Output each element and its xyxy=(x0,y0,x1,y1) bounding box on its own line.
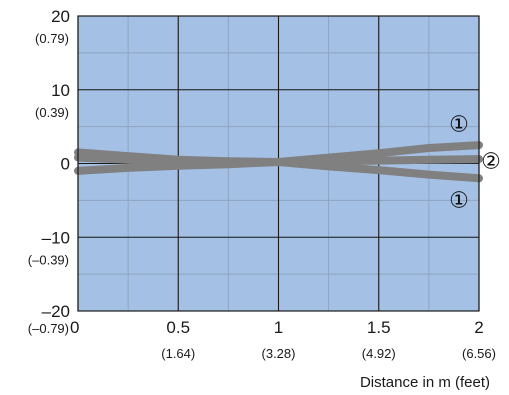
y-tick-label: 0 xyxy=(61,155,70,174)
curve-marker-2: ② xyxy=(481,150,501,175)
x-tick-sublabel: (6.56) xyxy=(462,346,496,361)
y-tick-label: 20 xyxy=(51,7,70,26)
x-tick-label: 1.5 xyxy=(367,318,391,337)
y-tick-label: 10 xyxy=(51,81,70,100)
curve-marker-3: ① xyxy=(449,189,469,214)
curve-marker-1: ① xyxy=(449,113,469,138)
y-tick-label: –20 xyxy=(42,302,70,321)
y-tick-label: –10 xyxy=(42,228,70,247)
x-tick-sublabel: (4.92) xyxy=(362,346,396,361)
x-tick-label: 1 xyxy=(274,318,283,337)
x-tick-label: 0.5 xyxy=(166,318,190,337)
y-axis-ticks: 20 (0.79) 10 (0.39) 0 –10 (–0.39) –20 xyxy=(28,7,70,321)
curve-markers: ①②① xyxy=(449,113,501,214)
y-tick-sublabel: (0.39) xyxy=(35,105,69,120)
x-tick-label: 0 xyxy=(70,318,79,337)
series-line-3 xyxy=(74,158,483,183)
series-layer xyxy=(74,141,483,183)
x-axis-sub-zero-label: (–0.79) xyxy=(28,321,69,336)
x-tick-sublabel: (1.64) xyxy=(161,346,195,361)
y-tick-sublabel: (–0.39) xyxy=(28,252,69,267)
x-tick-label: 2 xyxy=(474,318,483,337)
x-axis-ticks: 0 0.5 (1.64) 1 (3.28) 1.5 (4.92) 2 (6.56) xyxy=(70,318,496,361)
plot-frame xyxy=(77,15,480,312)
y-tick-sublabel: (0.79) xyxy=(35,31,69,46)
x-tick-sublabel: (3.28) xyxy=(262,346,296,361)
x-axis-title: Distance in m (feet) xyxy=(360,374,490,391)
